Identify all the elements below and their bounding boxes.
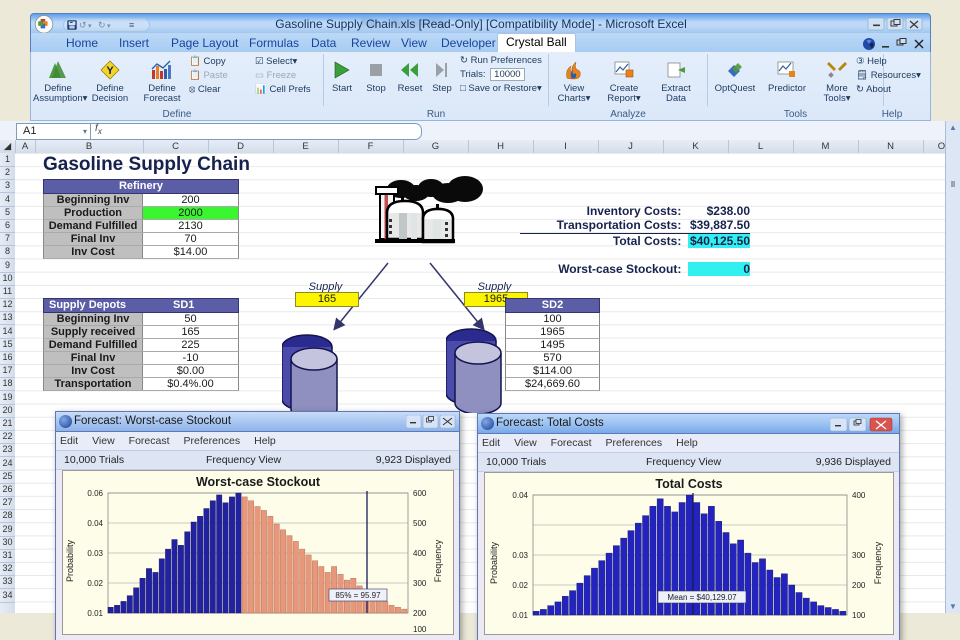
- svg-text:0.01: 0.01: [87, 609, 103, 618]
- svg-text:0.06: 0.06: [87, 489, 103, 498]
- svg-text:500: 500: [413, 519, 427, 528]
- svg-text:0.04: 0.04: [512, 491, 528, 500]
- svg-text:200: 200: [852, 581, 866, 590]
- svg-text:Probability: Probability: [65, 539, 75, 582]
- svg-text:0.02: 0.02: [87, 579, 103, 588]
- svg-text:Y: Y: [106, 65, 114, 77]
- svg-text:0.02: 0.02: [512, 581, 528, 590]
- svg-text:400: 400: [852, 491, 866, 500]
- svg-text:0.03: 0.03: [512, 551, 528, 560]
- svg-text:Frequency: Frequency: [433, 539, 443, 582]
- svg-text:200: 200: [413, 609, 427, 618]
- svg-text:300: 300: [852, 551, 866, 560]
- svg-text:Mean = $40,129.07: Mean = $40,129.07: [667, 593, 737, 602]
- svg-text:400: 400: [413, 549, 427, 558]
- svg-text:Probability: Probability: [489, 541, 499, 584]
- svg-text:85% = 95.97: 85% = 95.97: [335, 591, 381, 600]
- svg-text:Frequency: Frequency: [873, 541, 883, 584]
- svg-text:0.01: 0.01: [512, 611, 528, 620]
- svg-text:300: 300: [413, 579, 427, 588]
- svg-text:0.04: 0.04: [87, 519, 103, 528]
- svg-text:100: 100: [413, 625, 427, 634]
- svg-text:100: 100: [852, 611, 866, 620]
- svg-text:0.03: 0.03: [87, 549, 103, 558]
- svg-text:600: 600: [413, 489, 427, 498]
